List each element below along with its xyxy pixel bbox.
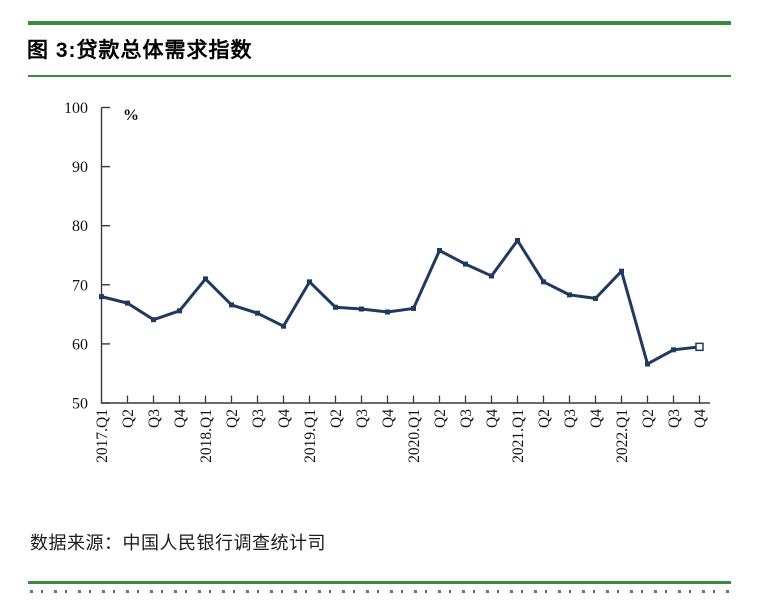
data-point-marker	[125, 300, 130, 306]
x-axis-tick-label: Q2	[432, 409, 449, 428]
data-point-marker	[99, 294, 104, 300]
x-axis-tick-label: Q3	[458, 409, 475, 428]
y-axis-tick-label: 50	[72, 396, 88, 413]
x-axis-tick-label: Q2	[640, 409, 657, 428]
data-point-marker	[281, 323, 286, 329]
data-point-marker	[515, 237, 520, 243]
x-axis-tick-label: Q2	[120, 409, 137, 428]
y-axis-tick-label: 60	[72, 336, 88, 353]
chart-canvas: 50 60 70 80 90 100 % 2017.Q1 Q2 Q3 Q4 2018.Q1 Q2 Q3 Q4…	[64, 100, 710, 463]
bottom-green-rule	[28, 581, 731, 584]
data-point-marker	[671, 347, 676, 353]
data-point-marker	[437, 248, 442, 254]
x-axis-tick-label: Q4	[484, 409, 501, 428]
x-axis-tick-label: Q3	[562, 409, 579, 428]
data-point-marker	[151, 317, 156, 323]
x-axis-tick-label: Q4	[276, 409, 293, 428]
x-axis-tick-label: Q2	[328, 409, 345, 428]
data-point-marker	[177, 308, 182, 314]
x-axis-tick-label: Q4	[692, 409, 709, 428]
data-point-marker	[463, 261, 468, 267]
data-point-marker	[307, 279, 312, 285]
title-separator-rule	[28, 75, 731, 77]
loan-demand-line-chart: 50 60 70 80 90 100% 2017.Q1 Q2 Q3 Q4 2018.Q1 Q2 Q3 Q4…	[0, 93, 762, 503]
data-point-marker	[567, 292, 572, 298]
x-axis-tick-label: 2017.Q1	[94, 409, 111, 463]
y-axis-unit-label: %	[123, 107, 139, 124]
data-point-marker	[385, 309, 390, 315]
data-source-note: 数据来源：中国人民银行调查统计司	[30, 533, 326, 553]
data-point-marker	[359, 306, 364, 312]
data-point-marker	[255, 310, 260, 316]
y-axis-tick-label: 100	[64, 100, 88, 117]
axes	[100, 107, 710, 404]
y-axis-tick-label: 70	[72, 277, 88, 294]
x-axis-tick-label: Q2	[224, 409, 241, 428]
data-point-marker	[541, 279, 546, 285]
last-data-point-hollow-marker	[695, 342, 704, 352]
data-point-marker	[619, 268, 624, 274]
loan-demand-index-line	[100, 238, 701, 366]
x-axis-tick-label: Q3	[666, 409, 683, 428]
truncated-text-row	[30, 590, 736, 593]
data-point-marker	[333, 304, 338, 310]
y-axis-tick-label: 90	[72, 159, 88, 176]
x-axis-tick-label: 2020.Q1	[406, 409, 423, 463]
x-axis-tick-label: Q3	[250, 409, 267, 428]
top-green-rule	[28, 21, 731, 25]
y-axis-tick-label: 80	[72, 218, 88, 235]
figure-title: 图 3:贷款总体需求指数	[27, 39, 253, 62]
data-point-marker	[645, 361, 650, 367]
x-axis-tick-label: 2022.Q1	[614, 409, 631, 463]
data-point-marker	[203, 276, 208, 282]
data-point-marker	[489, 273, 494, 279]
x-axis-tick-label: Q4	[172, 409, 189, 428]
x-axis-tick-label: Q3	[354, 409, 371, 428]
x-axis-tick-label: 2019.Q1	[302, 409, 319, 463]
x-axis-tick-label: Q3	[146, 409, 163, 428]
x-axis-tick-label: Q4	[588, 409, 605, 428]
x-axis-tick-label: Q4	[380, 409, 397, 428]
data-point-marker	[593, 295, 598, 301]
x-axis-tick-label: 2021.Q1	[510, 409, 527, 463]
x-axis-tick-label: 2018.Q1	[198, 409, 215, 463]
data-point-marker	[229, 302, 234, 308]
data-point-marker	[411, 305, 416, 311]
x-axis-tick-label: Q2	[536, 409, 553, 428]
